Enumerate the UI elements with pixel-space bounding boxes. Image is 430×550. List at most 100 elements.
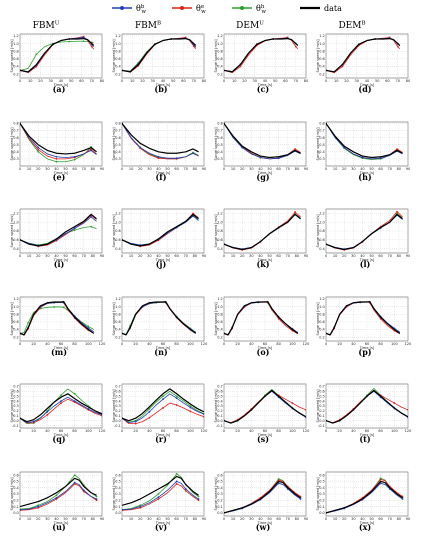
x-axis-label: Time [s] xyxy=(53,258,69,262)
series-marker-theta_b xyxy=(46,410,49,413)
y-tick-label: 1.2 xyxy=(115,297,121,301)
panel-label: (g) xyxy=(256,172,269,182)
x-tick-label: 120 xyxy=(303,429,310,433)
y-tick-label: 0.5 xyxy=(319,143,325,147)
y-tick-label: 0.6 xyxy=(217,136,223,140)
panel-m: 0.2 0.4 0.6 0.8 1.0 1.2 0 20 40 60 80 100 120 Time [s… xyxy=(10,296,105,357)
series-marker-theta_h xyxy=(189,405,192,407)
series-marker-theta_h xyxy=(148,408,151,410)
x-tick-label: 0 xyxy=(19,79,21,83)
y-axis-label: Surge speed [m/s] xyxy=(316,302,320,336)
series-line-data xyxy=(20,123,97,155)
x-tick-label: 50 xyxy=(267,254,271,258)
series-marker-theta_b xyxy=(73,481,76,484)
x-tick-label: 70 xyxy=(192,79,196,83)
y-tick-label: 1.2 xyxy=(13,34,19,38)
x-tick-label: 100 xyxy=(85,342,92,346)
x-tick-label: 70 xyxy=(82,254,86,258)
y-tick-label: 0.6 xyxy=(217,473,223,477)
x-tick-label: 0 xyxy=(325,429,327,433)
panel-label: (o) xyxy=(257,347,270,357)
y-tick-label: 0.2 xyxy=(319,72,325,76)
y-tick-label: 0.7 xyxy=(319,129,325,133)
y-tick-label: 1.0 xyxy=(13,42,19,46)
x-tick-label: 40 xyxy=(258,517,262,521)
x-tick-label: 80 xyxy=(91,517,95,521)
x-tick-label: 40 xyxy=(45,342,49,346)
series-marker-theta_h xyxy=(60,394,62,397)
series-marker-theta_b xyxy=(122,508,123,511)
x-tick-label: 100 xyxy=(289,342,296,346)
column-title-4: DEMB xyxy=(338,21,365,32)
x-tick-label: 10 xyxy=(231,517,235,521)
x-axis-label: Time [s] xyxy=(155,258,171,262)
y-tick-label: 0.4 xyxy=(319,486,325,490)
x-tick-label: 80 xyxy=(193,167,197,171)
y-tick-label: 0.5 xyxy=(319,480,325,484)
y-tick-label: 1.2 xyxy=(115,34,121,38)
x-axis-label: Time [s] xyxy=(257,83,273,87)
x-tick-label: 70 xyxy=(286,517,290,521)
series-marker-theta_b xyxy=(87,408,90,410)
series-marker-theta_b xyxy=(192,215,194,217)
x-tick-label: 70 xyxy=(184,517,188,521)
x-tick-label: 60 xyxy=(385,79,389,83)
x-tick-label: 40 xyxy=(360,167,364,171)
y-tick-label: 0.6 xyxy=(319,57,325,61)
y-tick-label: 0.4 xyxy=(13,65,19,69)
x-tick-label: 30 xyxy=(45,167,49,171)
series-marker-theta_b xyxy=(90,149,92,152)
y-tick-label: 0.3 xyxy=(13,492,19,496)
x-tick-label: 70 xyxy=(396,79,400,83)
series-marker-theta_e xyxy=(277,479,280,482)
y-tick-label: 0.8 xyxy=(319,229,325,233)
legend-marker xyxy=(120,6,124,10)
series-marker-theta_e xyxy=(396,210,398,213)
panel-i: 0.4 0.6 0.8 1.0 1.2 0 10 20 30 40 50 60 70 80 90 Time [… xyxy=(10,208,104,269)
column-title-2: FBMB xyxy=(135,21,161,32)
y-tick-label: 0.7 xyxy=(115,385,121,389)
x-tick-label: 60 xyxy=(59,342,63,346)
y-tick-label: 0.4 xyxy=(217,247,223,251)
series-line-theta_b xyxy=(224,482,301,514)
y-tick-label: 1.2 xyxy=(13,297,19,301)
x-tick-label: 30 xyxy=(45,517,49,521)
x-tick-label: 30 xyxy=(49,79,53,83)
y-tick-label: 0.4 xyxy=(217,486,223,490)
series-group xyxy=(224,122,301,160)
y-tick-label: 0.8 xyxy=(319,122,325,126)
series-marker-theta_h xyxy=(35,53,38,56)
series-marker-theta_b xyxy=(277,157,280,160)
y-tick-label: 1.0 xyxy=(115,42,121,46)
series-marker-theta_e xyxy=(55,498,58,500)
x-axis-label: Time [s] xyxy=(53,171,69,175)
x-tick-label: 0 xyxy=(223,167,225,171)
series-marker-theta_b xyxy=(175,157,178,160)
x-tick-label: 20 xyxy=(36,167,40,171)
x-tick-label: 50 xyxy=(171,79,175,83)
plot-area xyxy=(325,121,409,167)
series-marker-theta_h xyxy=(53,306,56,308)
x-tick-label: 70 xyxy=(184,167,188,171)
y-axis-label: Surge speed [m/s] xyxy=(214,39,218,73)
series-group xyxy=(224,300,299,336)
y-axis-label: Surge speed [m/s] xyxy=(214,477,218,511)
series-group xyxy=(122,212,199,248)
y-axis-label: Surge speed [m/s] xyxy=(112,127,116,161)
x-axis-label: Time [s] xyxy=(155,83,171,87)
x-tick-label: 90 xyxy=(304,254,308,258)
x-tick-label: 40 xyxy=(258,254,262,258)
legend-item-theta_h: θh w xyxy=(232,4,266,15)
legend-label: data xyxy=(324,4,342,13)
series-marker-theta_h xyxy=(139,504,142,507)
x-tick-label: 90 xyxy=(406,167,410,171)
panel-q: -0.10.00.10.20.30.40.50.60.7 0 20 40 60 80 100… xyxy=(10,383,105,444)
series-group xyxy=(224,388,306,424)
x-tick-label: 120 xyxy=(201,429,208,433)
x-tick-label: 60 xyxy=(79,79,83,83)
x-tick-label: 20 xyxy=(337,342,341,346)
x-tick-label: 80 xyxy=(72,429,76,433)
x-tick-label: 60 xyxy=(378,167,382,171)
y-tick-label: 0.2 xyxy=(217,498,223,502)
y-tick-label: 0.4 xyxy=(319,328,325,332)
